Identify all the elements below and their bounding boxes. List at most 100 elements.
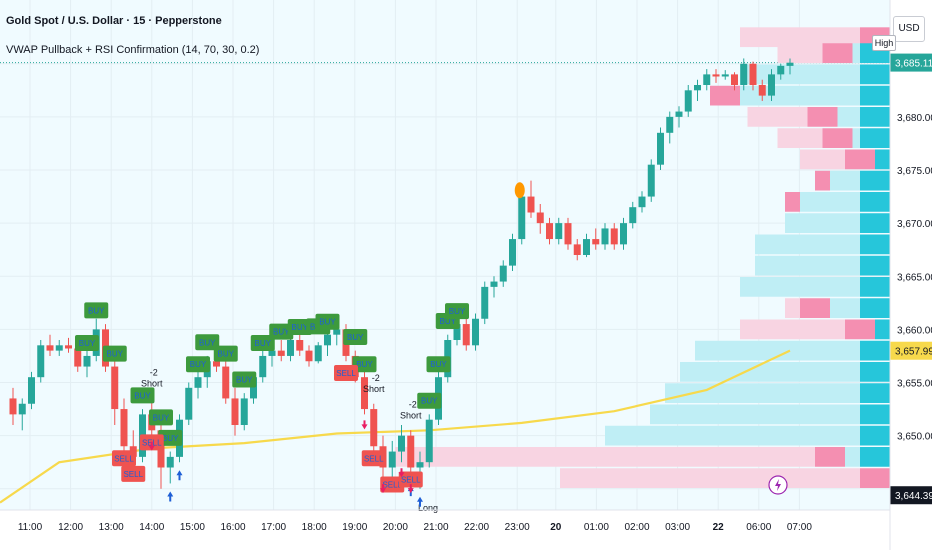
buy-label-text: BUY: [421, 397, 438, 406]
candle[interactable]: [166, 451, 174, 484]
candle[interactable]: [647, 159, 655, 202]
candle[interactable]: [388, 440, 396, 479]
candle[interactable]: [9, 387, 17, 425]
buy-signal-label[interactable]: BUY: [445, 303, 469, 320]
candle[interactable]: [28, 371, 35, 410]
buy-signal-label[interactable]: BUY: [149, 409, 173, 426]
candle[interactable]: [46, 334, 54, 356]
candle[interactable]: [472, 313, 479, 351]
candle[interactable]: [370, 403, 378, 452]
candle[interactable]: [305, 345, 313, 367]
candle[interactable]: [666, 111, 674, 144]
candle[interactable]: [490, 276, 498, 298]
candle[interactable]: [703, 69, 711, 91]
candle[interactable]: [657, 127, 664, 171]
indicator-legend[interactable]: VWAP Pullback + RSI Confirmation (14, 70…: [6, 44, 260, 56]
candle[interactable]: [749, 61, 757, 91]
candle[interactable]: [509, 233, 516, 271]
currency-button[interactable]: USD: [893, 16, 925, 42]
candle[interactable]: [194, 371, 202, 399]
buy-signal-label[interactable]: BUY: [417, 392, 442, 409]
candle[interactable]: [37, 340, 45, 383]
candle[interactable]: [768, 69, 775, 101]
candle[interactable]: [83, 350, 91, 378]
candle[interactable]: [259, 350, 267, 383]
buy-signal-label[interactable]: BUY: [186, 356, 210, 373]
candle[interactable]: [536, 204, 544, 234]
symbol-title[interactable]: Gold Spot / U.S. Dollar · 15 · Peppersto…: [6, 15, 222, 27]
buy-signal-label[interactable]: BUY: [102, 345, 127, 362]
candle[interactable]: [398, 425, 405, 463]
sell-signal-label[interactable]: SELL: [121, 465, 146, 482]
candle[interactable]: [231, 387, 239, 436]
candle[interactable]: [407, 430, 415, 479]
sell-signal-label[interactable]: SELL: [334, 364, 358, 381]
candle[interactable]: [361, 371, 368, 415]
buy-signal-label[interactable]: BUY: [130, 387, 155, 404]
buy-signal-label[interactable]: BUY: [75, 334, 99, 351]
candle[interactable]: [240, 393, 248, 431]
candle[interactable]: [620, 217, 627, 250]
candle[interactable]: [740, 58, 748, 91]
candle[interactable]: [786, 58, 794, 75]
sell-signal-label[interactable]: SELL: [112, 450, 136, 467]
candle[interactable]: [555, 217, 563, 245]
candle[interactable]: [601, 223, 609, 250]
sell-signal-label[interactable]: SELL: [361, 450, 386, 467]
candle[interactable]: [694, 79, 701, 101]
buy-signal-label[interactable]: BUY: [426, 356, 451, 373]
candle[interactable]: [185, 382, 193, 426]
buy-signal-label[interactable]: BUY: [287, 319, 312, 335]
buy-signal-label[interactable]: BUY: [269, 323, 294, 340]
sell-signal-label[interactable]: SELL: [380, 476, 405, 493]
candle[interactable]: [314, 342, 322, 364]
volume-profile-bar-down-value-area: [740, 27, 860, 48]
candle[interactable]: [546, 217, 553, 245]
sell-signal-label[interactable]: SELL: [398, 471, 423, 488]
buy-signal-label[interactable]: BUY: [343, 328, 368, 345]
candle[interactable]: [65, 337, 72, 353]
candle[interactable]: [111, 361, 119, 425]
candle[interactable]: [120, 398, 128, 457]
candle-body: [250, 377, 257, 399]
buy-signal-label[interactable]: BUY: [84, 302, 109, 319]
buy-signal-label[interactable]: BUY: [315, 313, 340, 330]
candle[interactable]: [712, 69, 720, 83]
buy-signal-label[interactable]: BUY: [232, 371, 257, 388]
candle[interactable]: [777, 63, 785, 80]
buy-signal-label[interactable]: BUY: [352, 356, 377, 373]
candle[interactable]: [675, 106, 683, 128]
candle[interactable]: [583, 233, 590, 258]
candle[interactable]: [731, 72, 738, 91]
candle[interactable]: [564, 217, 572, 250]
candle[interactable]: [610, 223, 618, 250]
candle[interactable]: [296, 334, 304, 356]
candle[interactable]: [518, 191, 526, 245]
candle[interactable]: [277, 340, 285, 362]
buy-signal-label[interactable]: BUY: [250, 334, 275, 351]
candle[interactable]: [18, 398, 26, 431]
time-axis-label: 02:00: [624, 522, 649, 533]
candle[interactable]: [629, 201, 637, 229]
buy-signal-label[interactable]: BUY: [158, 429, 183, 446]
candle[interactable]: [527, 180, 535, 218]
buy-label-box: [149, 409, 173, 426]
candle[interactable]: [573, 239, 581, 261]
candle[interactable]: [592, 228, 600, 250]
buy-signal-label[interactable]: BUY: [195, 334, 220, 351]
price-axis-tick: 3,670.00: [897, 219, 932, 230]
candle[interactable]: [481, 281, 489, 325]
candle[interactable]: [499, 260, 507, 287]
candle[interactable]: [55, 340, 63, 356]
candle[interactable]: [425, 414, 433, 468]
candle[interactable]: [638, 191, 646, 213]
vwap-line[interactable]: [0, 349, 791, 504]
candle[interactable]: [222, 361, 230, 404]
candle[interactable]: [684, 85, 692, 117]
candle[interactable]: [721, 70, 729, 80]
buy-signal-label[interactable]: BUY: [213, 345, 238, 362]
candle[interactable]: [758, 79, 766, 101]
volume-profile-bar-down-value-area: [777, 43, 823, 63]
